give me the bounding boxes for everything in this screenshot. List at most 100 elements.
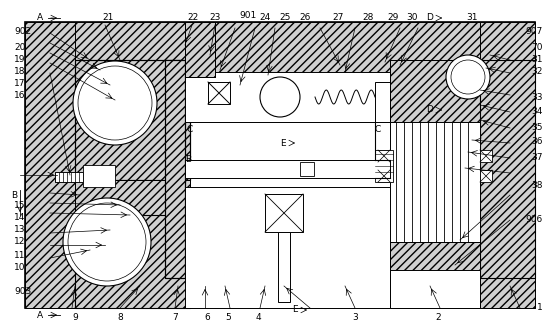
Text: 36: 36 [531, 137, 543, 147]
Text: 35: 35 [531, 122, 543, 131]
Bar [480, 150, 492, 162]
Bar [300, 162, 314, 176]
Text: 15: 15 [14, 201, 25, 210]
Text: 31: 31 [531, 56, 543, 65]
Text: 21: 21 [102, 14, 114, 23]
Text: 32: 32 [532, 68, 543, 76]
Bar [390, 60, 480, 270]
Text: 29: 29 [387, 14, 399, 23]
Circle shape [63, 198, 151, 286]
Text: 19: 19 [14, 56, 25, 65]
Bar [75, 215, 190, 308]
Text: 14: 14 [14, 213, 25, 222]
Text: 11: 11 [14, 251, 25, 260]
Text: 16: 16 [14, 90, 25, 100]
Bar [79, 172, 83, 182]
Text: 22: 22 [188, 14, 199, 23]
Bar [480, 170, 492, 182]
Bar [480, 22, 535, 308]
Bar [75, 180, 190, 215]
Text: 25: 25 [279, 14, 291, 23]
Text: E: E [292, 306, 298, 314]
Text: 10: 10 [14, 263, 25, 272]
Bar [25, 22, 535, 308]
Text: 6: 6 [204, 313, 210, 322]
Bar [278, 232, 290, 302]
Bar [75, 60, 190, 180]
Text: 4: 4 [255, 313, 261, 322]
Bar [165, 60, 185, 278]
Bar [378, 150, 390, 162]
Bar [71, 172, 75, 182]
Text: B: B [185, 156, 191, 165]
Bar [208, 82, 230, 104]
Bar [55, 172, 83, 182]
Text: 34: 34 [532, 108, 543, 117]
Text: C: C [187, 125, 193, 134]
Bar [67, 172, 71, 182]
Bar [83, 165, 115, 187]
Text: D: D [427, 106, 433, 115]
Text: 30: 30 [406, 14, 418, 23]
Circle shape [73, 61, 157, 145]
Bar [375, 82, 390, 122]
Text: 24: 24 [260, 14, 271, 23]
Bar [25, 278, 535, 308]
Text: 28: 28 [362, 14, 373, 23]
Bar [75, 60, 190, 180]
Text: 2: 2 [435, 313, 441, 322]
Text: E: E [280, 138, 286, 148]
Bar [75, 172, 79, 182]
Text: A: A [37, 14, 43, 23]
Text: 27: 27 [332, 14, 344, 23]
Bar [375, 150, 393, 182]
Bar [185, 160, 390, 178]
Text: 31: 31 [466, 14, 478, 23]
Text: 20: 20 [14, 43, 25, 53]
Bar [390, 60, 480, 160]
Bar [390, 242, 480, 308]
Bar [25, 22, 535, 60]
Text: 906: 906 [526, 215, 543, 224]
Text: 8: 8 [117, 313, 123, 322]
Text: 38: 38 [531, 180, 543, 190]
Bar [59, 172, 63, 182]
Bar [185, 72, 440, 122]
Text: 26: 26 [299, 14, 311, 23]
Text: 903: 903 [14, 288, 31, 297]
Circle shape [446, 55, 490, 99]
Bar [390, 242, 480, 308]
Text: C: C [375, 125, 381, 134]
Text: 901: 901 [239, 11, 257, 20]
Bar [75, 60, 190, 180]
Bar [165, 60, 185, 278]
Text: 23: 23 [210, 14, 221, 23]
Bar [378, 170, 390, 182]
Bar [390, 122, 480, 160]
Text: 907: 907 [526, 27, 543, 36]
Text: 1: 1 [537, 304, 543, 312]
Text: 9: 9 [72, 313, 78, 322]
Bar [63, 172, 67, 182]
Bar [55, 172, 59, 182]
Text: 70: 70 [531, 43, 543, 53]
Text: 13: 13 [14, 225, 25, 234]
Bar [390, 270, 480, 308]
Text: 12: 12 [14, 238, 25, 247]
Bar [480, 60, 535, 278]
Text: A: A [37, 310, 43, 319]
Bar [185, 187, 390, 308]
Text: 5: 5 [225, 313, 231, 322]
Text: B: B [11, 191, 17, 200]
Bar [480, 60, 535, 278]
Text: 18: 18 [14, 68, 25, 76]
Text: 902: 902 [14, 27, 31, 36]
Text: 3: 3 [352, 313, 358, 322]
Text: 7: 7 [172, 313, 178, 322]
Bar [185, 22, 215, 77]
Bar [185, 22, 215, 77]
Bar [265, 194, 303, 232]
Bar [75, 180, 190, 215]
Text: 17: 17 [14, 78, 25, 87]
Circle shape [260, 77, 300, 117]
